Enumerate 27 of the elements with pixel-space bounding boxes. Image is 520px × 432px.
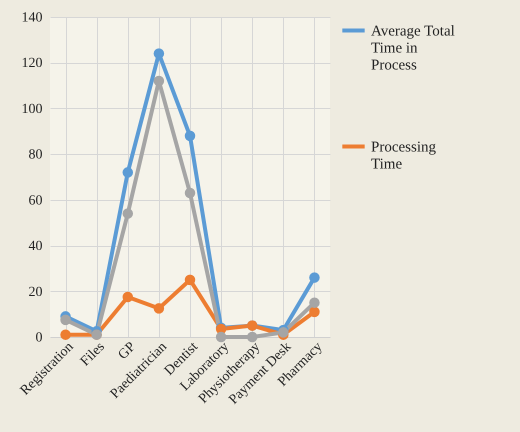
point: [60, 314, 71, 326]
legend-label: Average Total Time in Process: [371, 24, 455, 74]
y-tick-label: 80: [28, 148, 42, 163]
point: [154, 303, 164, 314]
y-tick-label: 120: [22, 56, 42, 72]
y-tick-label: 140: [22, 10, 42, 26]
point: [246, 332, 258, 342]
y-tick-label: 60: [28, 193, 42, 208]
point: [154, 76, 164, 86]
point: [309, 272, 320, 283]
point: [122, 208, 134, 219]
point: [309, 297, 320, 308]
point: [122, 167, 134, 178]
point: [154, 48, 164, 59]
point: [122, 292, 134, 302]
point: [184, 274, 196, 286]
y-tick-label: 100: [22, 102, 42, 117]
y-tick-label: 20: [28, 284, 42, 300]
x-tick-label: Files: [78, 340, 108, 370]
point: [309, 306, 320, 318]
y-tick-label: 0: [36, 330, 42, 346]
point: [216, 332, 226, 342]
y-tick-label: 40: [28, 239, 42, 254]
point: [60, 329, 71, 340]
legend-label: Processing Time: [371, 140, 436, 172]
point: [184, 130, 196, 142]
point: [184, 188, 196, 198]
